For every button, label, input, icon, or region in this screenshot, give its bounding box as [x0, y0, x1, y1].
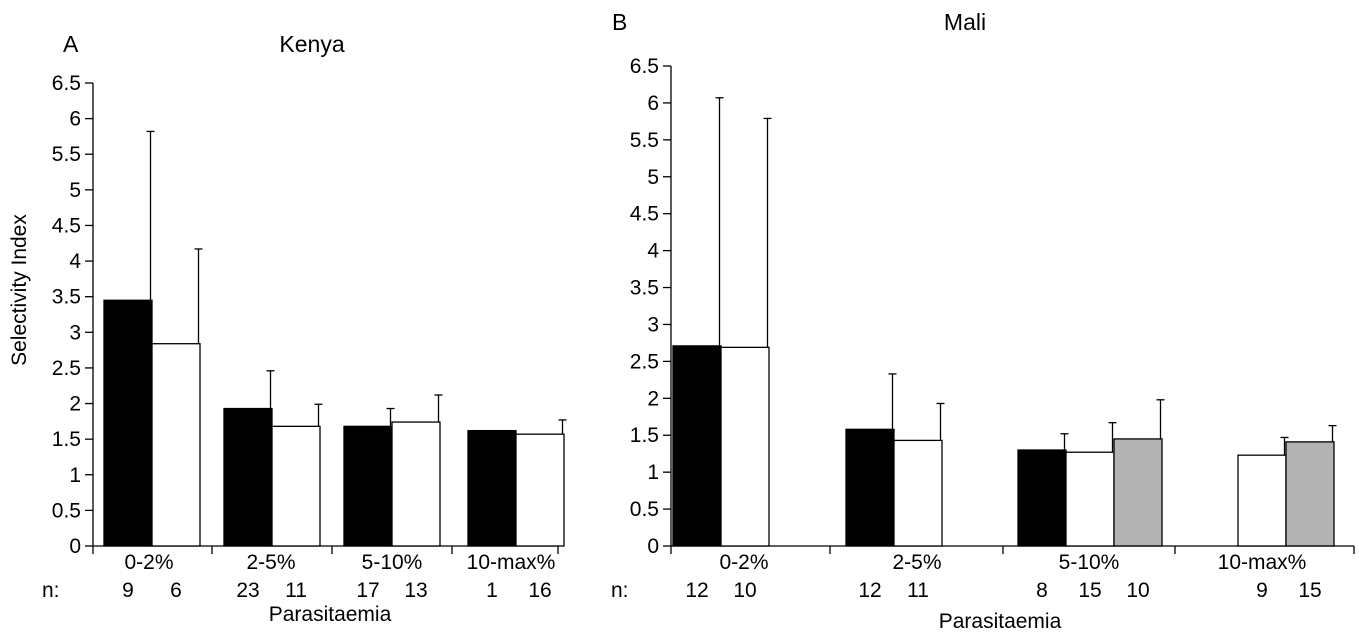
bar: [1237, 454, 1287, 547]
y-tick-label: 5: [647, 166, 659, 189]
n-label: 11: [907, 579, 929, 602]
y-tick-label: 2: [69, 393, 81, 416]
n-label: 16: [528, 579, 551, 602]
y-tick-label: 4.5: [630, 203, 659, 226]
n-label: 17: [356, 579, 379, 602]
n-label: 9: [1256, 579, 1268, 602]
y-tick-label: 3: [69, 321, 81, 344]
x-tick-label: 5-10%: [362, 551, 423, 574]
n-label: 10: [733, 579, 756, 602]
y-tick-label: 2: [647, 387, 659, 410]
y-tick-label: 6: [647, 92, 659, 115]
n-label: 12: [685, 579, 708, 602]
y-tick-label: 3: [647, 313, 659, 336]
n-label: 8: [1036, 579, 1048, 602]
y-tick-label: 1: [647, 461, 659, 484]
x-tick-label: 0-2%: [719, 551, 768, 574]
n-label: 23: [236, 579, 259, 602]
panel-kenya: A Kenya Selectivity Index Parasitaemia n…: [8, 31, 567, 626]
y-tick-label: 0.5: [630, 498, 659, 521]
y-tick-label: 2.5: [630, 350, 659, 373]
y-tick-label: 5: [69, 179, 81, 202]
bar: [1285, 441, 1335, 547]
n-label: 10: [1126, 579, 1149, 602]
x-tick-label: 5-10%: [1059, 551, 1120, 574]
bar: [845, 428, 895, 547]
bar: [1065, 451, 1115, 547]
y-tick-label: 3.5: [52, 286, 81, 309]
y-tick-label: 1.5: [52, 428, 81, 451]
y-tick-label: 2.5: [52, 357, 81, 380]
x-axis-label: Parasitaemia: [939, 610, 1062, 632]
y-tick-label: 0: [647, 535, 659, 558]
y-tick-label: 0.5: [52, 499, 81, 522]
n-label: 1: [486, 579, 498, 602]
n-prefix: n:: [42, 579, 60, 602]
bar: [1113, 438, 1163, 547]
y-tick-label: 6.5: [52, 72, 81, 95]
bar: [515, 433, 565, 547]
y-tick-label: 6.5: [630, 55, 659, 78]
y-tick-label: 4: [69, 250, 81, 273]
n-prefix: n:: [611, 579, 629, 602]
y-tick-label: 4: [647, 240, 659, 263]
panel-letter: A: [63, 31, 79, 57]
bar: [672, 345, 722, 547]
bar: [343, 425, 393, 547]
bar: [720, 346, 770, 547]
n-label: 13: [404, 579, 427, 602]
panel-letter: B: [612, 9, 627, 35]
x-tick-label: 2-5%: [892, 551, 941, 574]
bar: [103, 299, 153, 547]
x-tick-label: 2-5%: [246, 551, 295, 574]
bar: [151, 343, 201, 547]
y-tick-label: 4.5: [52, 214, 81, 237]
chart-title: Mali: [944, 9, 986, 35]
y-tick-label: 0: [69, 535, 81, 558]
n-label: 11: [285, 579, 307, 602]
n-label: 15: [1298, 579, 1321, 602]
bar: [1017, 449, 1067, 547]
bar: [467, 429, 517, 547]
bar: [223, 407, 273, 547]
bar: [271, 425, 321, 547]
y-tick-label: 1.5: [630, 424, 659, 447]
y-tick-label: 5.5: [52, 143, 81, 166]
x-tick-label: 10-max%: [467, 551, 556, 574]
bar: [893, 439, 943, 547]
panel-mali: B Mali Parasitaemia n: 0 0.5 1 1.5 2 2.5 3 3.5 4…: [611, 9, 1355, 632]
y-tick-label: 1: [69, 464, 81, 487]
y-tick-label: 3.5: [630, 277, 659, 300]
bar: [391, 421, 441, 547]
x-axis-label: Parasitaemia: [269, 603, 392, 626]
x-tick-label: 10-max%: [1218, 551, 1307, 574]
n-label: 6: [170, 579, 182, 602]
n-label: 15: [1078, 579, 1101, 602]
n-label: 9: [122, 579, 134, 602]
chart-title: Kenya: [279, 31, 344, 57]
x-tick-label: 0-2%: [124, 551, 173, 574]
y-tick-label: 5.5: [630, 129, 659, 152]
n-label: 12: [858, 579, 881, 602]
y-axis-label: Selectivity Index: [8, 214, 31, 366]
y-tick-label: 6: [69, 108, 81, 131]
